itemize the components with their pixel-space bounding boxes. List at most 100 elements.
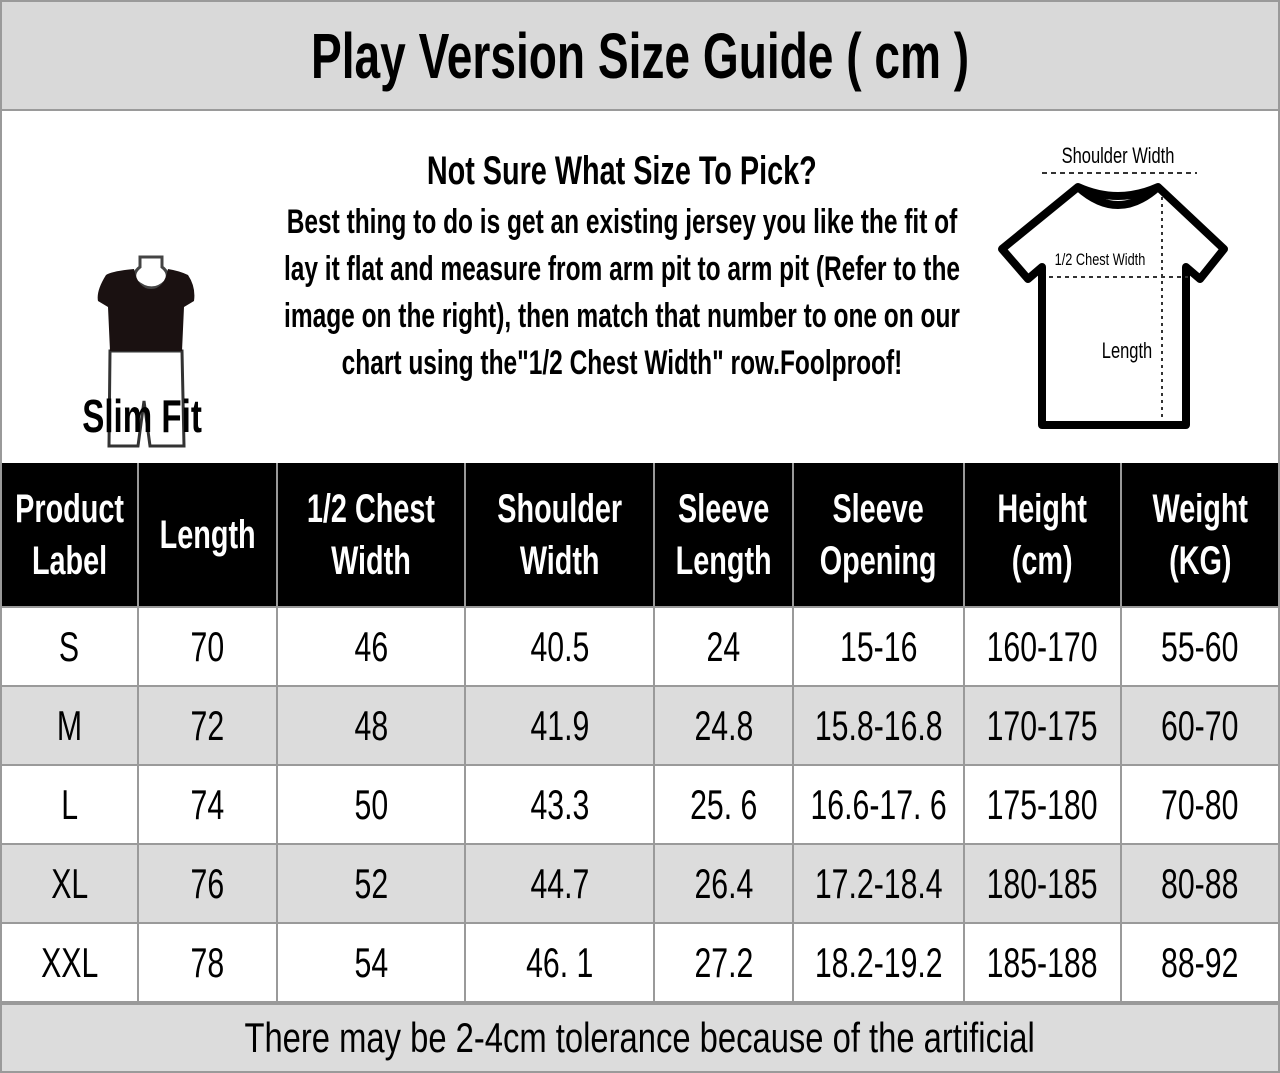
header-line: Width [519,538,600,583]
chest-width-label: 1/2 Chest Width [1055,250,1146,269]
table-cell: 60-70 [1122,687,1280,764]
table-cell: 52 [278,845,466,922]
info-section: Slim Fit Not Sure What Size To Pick? Bes… [0,111,1280,463]
table-row: M 72 48 41.9 24.8 15.8-16.8 170-175 60-70 [0,687,1280,766]
page-title: Play Version Size Guide ( cm ) [310,19,970,92]
header-line: 1/2 Chest [306,486,436,531]
cell-value: 17.2-18.4 [814,859,943,907]
table-cell: 74 [139,766,278,843]
cell-value: 80-88 [1161,859,1239,907]
table-cell: 17.2-18.4 [794,845,965,922]
column-header-text: Weight (KG) [1152,483,1247,587]
fit-label: Slim Fit [42,389,242,443]
table-cell: 50 [278,766,466,843]
column-header-text: 1/2 Chest Width [307,483,435,587]
header-line: Sleeve [677,486,770,531]
cell-value: S [59,622,80,670]
cell-value: 15.8-16.8 [814,701,943,749]
fit-label-text: Slim Fit [82,390,202,442]
cell-value: 55-60 [1161,622,1239,670]
cell-value: 70 [190,622,225,670]
column-header: Weight (KG) [1122,463,1280,606]
column-header-text: Product Label [15,483,124,587]
column-header: Sleeve Length [655,463,794,606]
table-row: XL 76 52 44.7 26.4 17.2-18.4 180-185 80-88 [0,845,1280,924]
cell-value: 27.2 [694,938,753,986]
cell-value: 24 [706,622,741,670]
column-header: 1/2 Chest Width [278,463,466,606]
table-cell: L [0,766,139,843]
column-header: Sleeve Opening [794,463,965,606]
info-text-body: Best thing to do is get an existing jers… [283,203,961,382]
cell-value: 15-16 [839,622,918,670]
cell-value: 170-175 [987,701,1098,749]
table-cell: XXL [0,924,139,1001]
header-line: (cm) [1012,538,1073,583]
table-cell: 46. 1 [466,924,655,1001]
cell-value: 70-80 [1161,780,1239,828]
table-row: S 70 46 40.5 24 15-16 160-170 55-60 [0,608,1280,687]
table-cell: 26.4 [655,845,794,922]
table-cell: 16.6-17. 6 [794,766,965,843]
column-header-text: Shoulder Width [497,483,622,587]
cell-value: 48 [354,701,388,749]
table-cell: 160-170 [965,608,1122,685]
tshirt-measurement-diagram: Shoulder Width 1/2 Chest Width Length [998,144,1228,429]
cell-value: 175-180 [987,780,1098,828]
shoulder-width-label: Shoulder Width [1062,144,1175,169]
header-line: Product [15,486,124,531]
table-cell: 175-180 [965,766,1122,843]
table-cell: 70 [139,608,278,685]
cell-value: 60-70 [1161,701,1239,749]
cell-value: 16.6-17. 6 [810,780,947,828]
header-line: Length [675,538,772,583]
table-cell: 41.9 [466,687,655,764]
column-header: Product Label [0,463,139,606]
cell-value: 50 [354,780,388,828]
table-cell: 55-60 [1122,608,1280,685]
table-cell: 44.7 [466,845,655,922]
header-line: Sleeve [832,486,925,531]
table-cell: 24.8 [655,687,794,764]
slim-fit-mannequin-icon [97,255,195,448]
title-bar: Play Version Size Guide ( cm ) [0,0,1280,111]
cell-value: 24.8 [694,701,753,749]
header-line: Width [331,538,411,583]
cell-value: 26.4 [694,859,753,907]
cell-value: XXL [40,938,99,986]
cell-value: 25. 6 [689,780,758,828]
table-cell: 170-175 [965,687,1122,764]
cell-value: 160-170 [987,622,1098,670]
header-line: (KG) [1168,538,1232,583]
table-row: XXL 78 54 46. 1 27.2 18.2-19.2 185-188 88-92 [0,924,1280,1003]
cell-value: 40.5 [530,622,589,670]
cell-value: M [56,701,83,749]
size-table: Product Label Length 1/2 Chest Width Shoulder… [0,463,1280,1003]
header-line: Height [997,486,1088,531]
column-header-text: Sleeve Length [676,483,772,587]
column-header: Height (cm) [965,463,1122,606]
table-cell: 27.2 [655,924,794,1001]
table-cell: 76 [139,845,278,922]
header-line: Label [31,538,108,583]
cell-value: 41.9 [530,701,589,749]
length-label: Length [1102,339,1152,364]
cell-value: 185-188 [987,938,1098,986]
table-cell: 46 [278,608,466,685]
info-heading-text: Not Sure What Size To Pick? [427,149,817,193]
cell-value: 18.2-19.2 [814,938,943,986]
cell-value: 43.3 [530,780,589,828]
header-line: Opening [820,538,937,583]
cell-value: XL [51,859,88,907]
table-cell: 25. 6 [655,766,794,843]
cell-value: L [61,780,78,828]
header-line: Length [159,512,256,557]
cell-value: 74 [190,780,225,828]
table-cell: S [0,608,139,685]
column-header-text: Height (cm) [998,483,1088,587]
tshirt-outline-icon [998,183,1228,429]
cell-value: 88-92 [1161,938,1239,986]
cell-value: 46 [354,622,388,670]
column-header-text: Sleeve Opening [820,483,937,587]
table-cell: 54 [278,924,466,1001]
